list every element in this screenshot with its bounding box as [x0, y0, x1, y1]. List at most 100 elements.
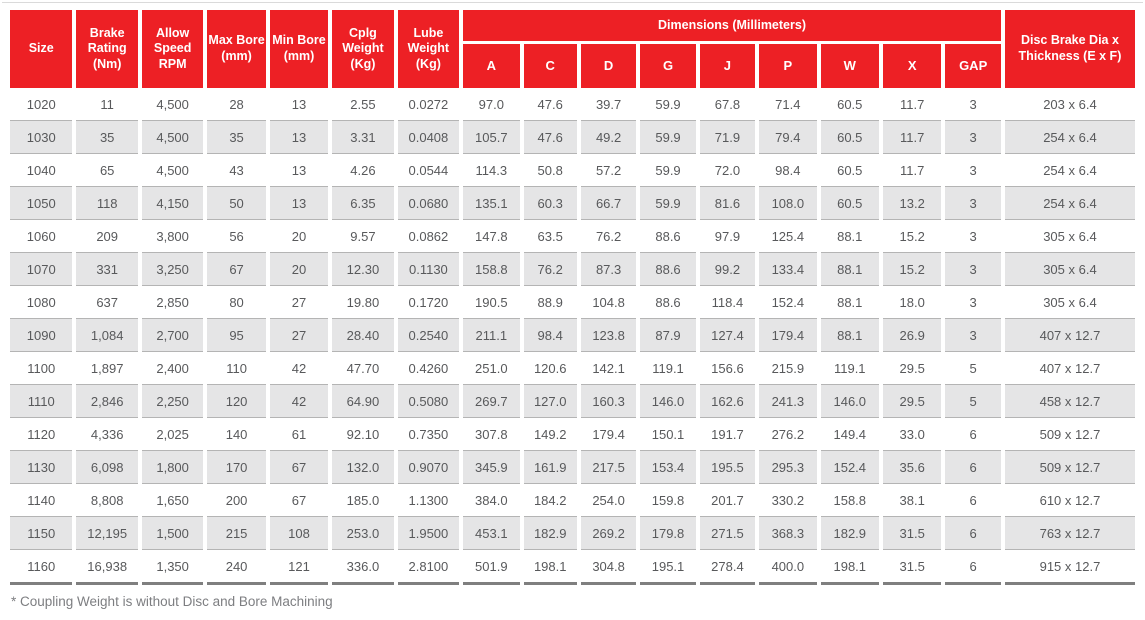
cell-lube_weight_kg: 0.1130	[397, 252, 460, 286]
cell-min_bore_mm: 67	[269, 450, 329, 484]
cell-max_bore_mm: 110	[207, 352, 266, 384]
cell-cplg_weight_kg: 6.35	[332, 186, 394, 220]
col-header-dim-gap: GAP	[945, 44, 1001, 88]
cell-dim_p: 215.9	[759, 352, 817, 384]
cell-max_bore_mm: 170	[207, 450, 266, 484]
cell-dim_a: 105.7	[463, 120, 520, 154]
cell-lube_weight_kg: 0.0408	[397, 120, 460, 154]
cell-dim_w: 60.5	[820, 186, 879, 220]
cell-dim_c: 47.6	[523, 88, 577, 120]
table-row: 1020 11 4,500 28 13 2.55 0.0272 97.0 47.6 39.7 59.…	[10, 88, 1135, 120]
cell-dim_x: 15.2	[882, 220, 942, 252]
cell-min_bore_mm: 20	[269, 220, 329, 252]
cell-min_bore_mm: 13	[269, 186, 329, 220]
col-header-dim-d: D	[580, 44, 637, 88]
cell-size: 1110	[10, 384, 73, 418]
cell-dim_c: 120.6	[523, 352, 577, 384]
cell-gap: 6	[945, 550, 1001, 585]
cell-allow_speed_rpm: 1,350	[141, 550, 204, 585]
cell-dim_p: 179.4	[759, 318, 817, 352]
cell-allow_speed_rpm: 1,650	[141, 484, 204, 516]
cell-dim_a: 158.8	[463, 252, 520, 286]
cell-dim_p: 330.2	[759, 484, 817, 516]
cell-max_bore_mm: 35	[207, 120, 266, 154]
col-header-dimensions-group: Dimensions (Millimeters)	[463, 10, 1001, 44]
cell-dim_d: 179.4	[580, 418, 637, 450]
cell-dim_x: 31.5	[882, 550, 942, 585]
cell-dim_x: 38.1	[882, 484, 942, 516]
cell-size: 1070	[10, 252, 73, 286]
cell-disc_brake_dia_x_thickness: 254 x 6.4	[1004, 120, 1135, 154]
cell-disc_brake_dia_x_thickness: 915 x 12.7	[1004, 550, 1135, 585]
cell-allow_speed_rpm: 2,700	[141, 318, 204, 352]
cell-dim_x: 11.7	[882, 88, 942, 120]
cell-dim_w: 60.5	[820, 88, 879, 120]
cell-dim_w: 182.9	[820, 516, 879, 550]
cell-dim_a: 453.1	[463, 516, 520, 550]
cell-dim_j: 97.9	[699, 220, 756, 252]
cell-dim_a: 114.3	[463, 154, 520, 186]
cell-dim_w: 88.1	[820, 252, 879, 286]
cell-gap: 3	[945, 186, 1001, 220]
cell-dim_c: 98.4	[523, 318, 577, 352]
cell-dim_p: 98.4	[759, 154, 817, 186]
col-header-dim-g: G	[640, 44, 696, 88]
cell-lube_weight_kg: 2.8100	[397, 550, 460, 585]
cell-max_bore_mm: 120	[207, 384, 266, 418]
cell-brake_rating_nm: 6,098	[76, 450, 138, 484]
cell-brake_rating_nm: 16,938	[76, 550, 138, 585]
cell-gap: 6	[945, 418, 1001, 450]
cell-disc_brake_dia_x_thickness: 610 x 12.7	[1004, 484, 1135, 516]
cell-min_bore_mm: 67	[269, 484, 329, 516]
cell-max_bore_mm: 215	[207, 516, 266, 550]
cell-brake_rating_nm: 12,195	[76, 516, 138, 550]
cell-dim_p: 125.4	[759, 220, 817, 252]
cell-dim_g: 150.1	[640, 418, 696, 450]
cell-disc_brake_dia_x_thickness: 509 x 12.7	[1004, 418, 1135, 450]
cell-brake_rating_nm: 331	[76, 252, 138, 286]
cell-dim_d: 76.2	[580, 220, 637, 252]
cell-dim_d: 269.2	[580, 516, 637, 550]
cell-cplg_weight_kg: 185.0	[332, 484, 394, 516]
cell-brake_rating_nm: 4,336	[76, 418, 138, 450]
cell-cplg_weight_kg: 47.70	[332, 352, 394, 384]
cell-dim_w: 88.1	[820, 318, 879, 352]
cell-dim_a: 211.1	[463, 318, 520, 352]
cell-dim_d: 254.0	[580, 484, 637, 516]
cell-lube_weight_kg: 0.0862	[397, 220, 460, 252]
col-header-dim-p: P	[759, 44, 817, 88]
cell-dim_d: 142.1	[580, 352, 637, 384]
cell-disc_brake_dia_x_thickness: 305 x 6.4	[1004, 220, 1135, 252]
col-header-max-bore: Max Bore (mm)	[207, 10, 266, 88]
cell-lube_weight_kg: 0.4260	[397, 352, 460, 384]
table-row: 1090 1,084 2,700 95 27 28.40 0.2540 211.1 98.4 12…	[10, 318, 1135, 352]
cell-lube_weight_kg: 0.0272	[397, 88, 460, 120]
cell-max_bore_mm: 67	[207, 252, 266, 286]
cell-disc_brake_dia_x_thickness: 509 x 12.7	[1004, 450, 1135, 484]
cell-dim_x: 33.0	[882, 418, 942, 450]
cell-max_bore_mm: 56	[207, 220, 266, 252]
cell-disc_brake_dia_x_thickness: 458 x 12.7	[1004, 384, 1135, 418]
cell-dim_g: 88.6	[640, 286, 696, 318]
cell-dim_a: 345.9	[463, 450, 520, 484]
cell-size: 1140	[10, 484, 73, 516]
cell-dim_w: 60.5	[820, 154, 879, 186]
cell-size: 1080	[10, 286, 73, 318]
cell-max_bore_mm: 95	[207, 318, 266, 352]
table-row: 1070 331 3,250 67 20 12.30 0.1130 158.8 76.2 87.3…	[10, 252, 1135, 286]
cell-gap: 3	[945, 154, 1001, 186]
cell-dim_g: 146.0	[640, 384, 696, 418]
cell-gap: 6	[945, 516, 1001, 550]
cell-dim_a: 501.9	[463, 550, 520, 585]
cell-dim_a: 147.8	[463, 220, 520, 252]
cell-lube_weight_kg: 0.9070	[397, 450, 460, 484]
cell-dim_c: 63.5	[523, 220, 577, 252]
cell-dim_j: 191.7	[699, 418, 756, 450]
cell-dim_x: 15.2	[882, 252, 942, 286]
cell-dim_g: 59.9	[640, 186, 696, 220]
cell-dim_p: 133.4	[759, 252, 817, 286]
table-row: 1080 637 2,850 80 27 19.80 0.1720 190.5 88.9 104.…	[10, 286, 1135, 318]
cell-dim_w: 146.0	[820, 384, 879, 418]
cell-dim_j: 127.4	[699, 318, 756, 352]
cell-dim_w: 119.1	[820, 352, 879, 384]
